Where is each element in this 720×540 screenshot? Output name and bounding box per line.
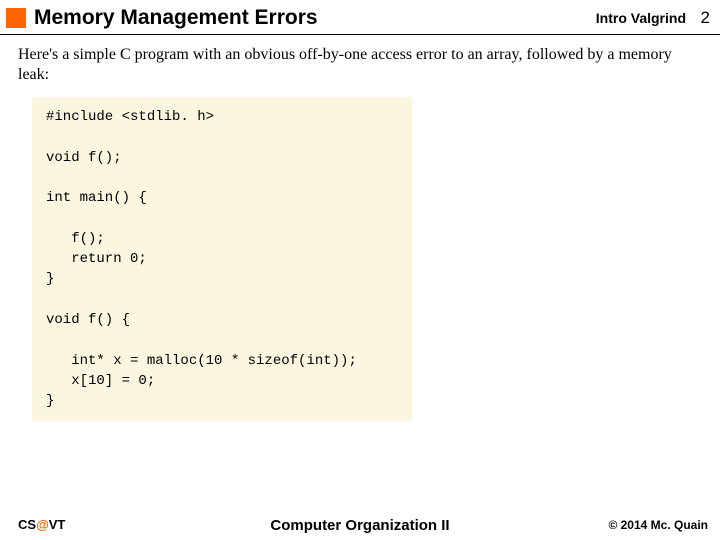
- code-block: #include <stdlib. h> void f(); int main(…: [32, 97, 412, 421]
- slide-header: Memory Management Errors Intro Valgrind …: [0, 0, 720, 35]
- slide-description: Here's a simple C program with an obviou…: [0, 35, 720, 93]
- page-number: 2: [701, 8, 710, 28]
- slide-subtitle: Intro Valgrind: [596, 10, 686, 26]
- footer-left-prefix: CS: [18, 517, 36, 532]
- slide-footer: CS@VT Computer Organization II © 2014 Mc…: [0, 517, 720, 532]
- accent-square-icon: [6, 8, 26, 28]
- slide-title: Memory Management Errors: [34, 6, 318, 30]
- footer-left: CS@VT: [18, 517, 65, 532]
- footer-left-at: @: [36, 517, 49, 532]
- footer-left-suffix: VT: [49, 517, 66, 532]
- footer-center: Computer Organization II: [270, 517, 449, 534]
- footer-right: © 2014 Mc. Quain: [608, 518, 708, 532]
